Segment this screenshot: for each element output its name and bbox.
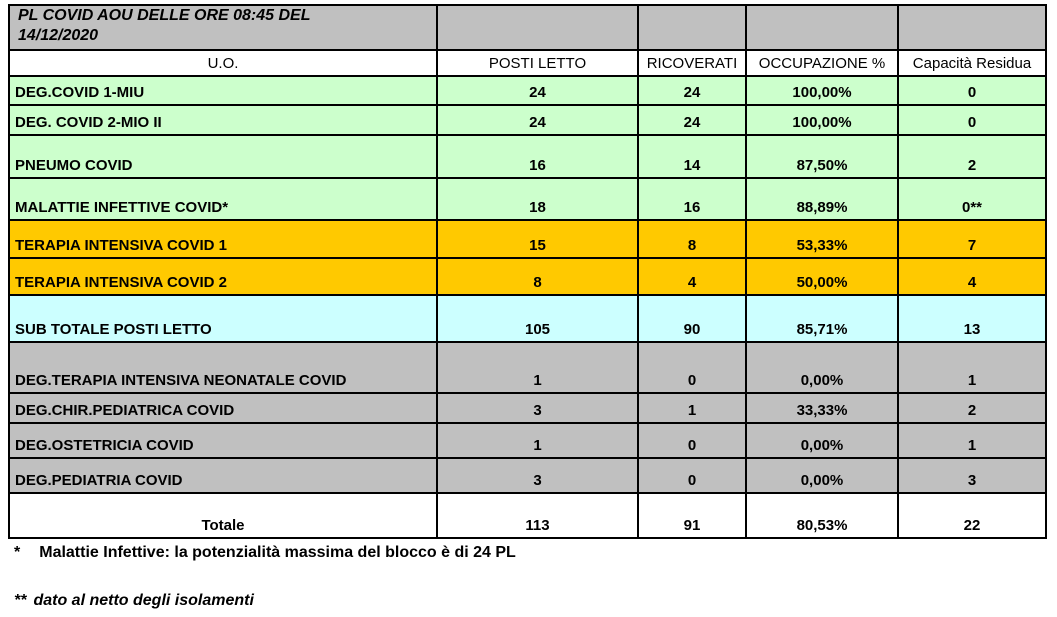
table-row: PNEUMO COVID 16 14 87,50% 2 (8, 134, 1047, 179)
cell-capacita-residua: 0 (897, 75, 1047, 106)
cell-occupazione: 50,00% (745, 257, 899, 296)
table-row: TERAPIA INTENSIVA COVID 2 8 4 50,00% 4 (8, 257, 1047, 296)
cell-ricoverati: 0 (637, 341, 747, 394)
cell-posti-letto: 24 (436, 75, 639, 106)
cell-posti-letto: 1 (436, 341, 639, 394)
cell-occupazione: 33,33% (745, 392, 899, 424)
column-header-uo: U.O. (8, 49, 438, 77)
cell-posti-letto: 18 (436, 177, 639, 221)
column-header-posti-letto: POSTI LETTO (436, 49, 639, 77)
cell-capacita-residua: 2 (897, 134, 1047, 179)
cell-capacita-residua: 3 (897, 457, 1047, 494)
cell-ricoverati: 24 (637, 104, 747, 136)
cell-ricoverati: 8 (637, 219, 747, 259)
cell-occupazione: 87,50% (745, 134, 899, 179)
row-label: DEG.OSTETRICIA COVID (8, 422, 438, 459)
row-label: Totale (8, 492, 438, 539)
cell-posti-letto: 1 (436, 422, 639, 459)
footnote-text: Malattie Infettive: la potenzialità mass… (39, 544, 516, 561)
cell-capacita-residua: 0 (897, 104, 1047, 136)
table-row: DEG.OSTETRICIA COVID 1 0 0,00% 1 (8, 422, 1047, 459)
subtotal-row: SUB TOTALE POSTI LETTO 105 90 85,71% 13 (8, 294, 1047, 343)
row-label: TERAPIA INTENSIVA COVID 1 (8, 219, 438, 259)
title-row-empty-cell (897, 4, 1047, 51)
table-row: DEG.CHIR.PEDIATRICA COVID 3 1 33,33% 2 (8, 392, 1047, 424)
row-label: DEG.PEDIATRIA COVID (8, 457, 438, 494)
cell-posti-letto: 105 (436, 294, 639, 343)
cell-posti-letto: 8 (436, 257, 639, 296)
table-title-line2: 14/12/2020 (18, 27, 99, 44)
row-label: MALATTIE INFETTIVE COVID* (8, 177, 438, 221)
row-label: DEG.COVID 1-MIU (8, 75, 438, 106)
total-row: Totale 113 91 80,53% 22 (8, 492, 1047, 539)
cell-occupazione: 80,53% (745, 492, 899, 539)
footnote-isolamenti: ** dato al netto degli isolamenti (14, 592, 254, 610)
cell-ricoverati: 0 (637, 457, 747, 494)
cell-posti-letto: 24 (436, 104, 639, 136)
cell-capacita-residua: 13 (897, 294, 1047, 343)
cell-capacita-residua: 0** (897, 177, 1047, 221)
cell-capacita-residua: 22 (897, 492, 1047, 539)
cell-ricoverati: 24 (637, 75, 747, 106)
cell-capacita-residua: 1 (897, 341, 1047, 394)
cell-posti-letto: 15 (436, 219, 639, 259)
table-row: DEG. COVID 2-MIO II 24 24 100,00% 0 (8, 104, 1047, 136)
footnote-text: dato al netto degli isolamenti (33, 592, 254, 609)
cell-ricoverati: 91 (637, 492, 747, 539)
title-row-empty-cell (436, 4, 639, 51)
cell-posti-letto: 3 (436, 457, 639, 494)
cell-ricoverati: 1 (637, 392, 747, 424)
cell-ricoverati: 0 (637, 422, 747, 459)
title-row-empty-cell (637, 4, 747, 51)
table-row: TERAPIA INTENSIVA COVID 1 15 8 53,33% 7 (8, 219, 1047, 259)
table-title: PL COVID AOU DELLE ORE 08:45 DEL 14/12/2… (8, 4, 438, 51)
title-row: PL COVID AOU DELLE ORE 08:45 DEL 14/12/2… (8, 4, 1047, 51)
row-label: DEG.TERAPIA INTENSIVA NEONATALE COVID (8, 341, 438, 394)
cell-occupazione: 88,89% (745, 177, 899, 221)
table-row: DEG.TERAPIA INTENSIVA NEONATALE COVID 1 … (8, 341, 1047, 394)
cell-occupazione: 0,00% (745, 457, 899, 494)
cell-capacita-residua: 2 (897, 392, 1047, 424)
title-row-empty-cell (745, 4, 899, 51)
row-label: DEG. COVID 2-MIO II (8, 104, 438, 136)
cell-ricoverati: 14 (637, 134, 747, 179)
covid-bed-occupancy-table: PL COVID AOU DELLE ORE 08:45 DEL 14/12/2… (8, 4, 1047, 539)
cell-occupazione: 100,00% (745, 75, 899, 106)
cell-posti-letto: 113 (436, 492, 639, 539)
footnote-asterisk-marker: * (14, 544, 21, 561)
footnote-double-asterisk-marker: ** (14, 592, 27, 609)
cell-occupazione: 0,00% (745, 341, 899, 394)
cell-ricoverati: 16 (637, 177, 747, 221)
column-header-occupazione: OCCUPAZIONE % (745, 49, 899, 77)
column-header-ricoverati: RICOVERATI (637, 49, 747, 77)
cell-occupazione: 53,33% (745, 219, 899, 259)
cell-posti-letto: 16 (436, 134, 639, 179)
footnote-malattie-infettive: * Malattie Infettive: la potenzialità mas… (14, 544, 516, 562)
column-header-row: U.O. POSTI LETTO RICOVERATI OCCUPAZIONE … (8, 49, 1047, 77)
row-label: TERAPIA INTENSIVA COVID 2 (8, 257, 438, 296)
cell-capacita-residua: 1 (897, 422, 1047, 459)
cell-occupazione: 100,00% (745, 104, 899, 136)
cell-ricoverati: 4 (637, 257, 747, 296)
row-label: SUB TOTALE POSTI LETTO (8, 294, 438, 343)
row-label: DEG.CHIR.PEDIATRICA COVID (8, 392, 438, 424)
cell-posti-letto: 3 (436, 392, 639, 424)
cell-capacita-residua: 7 (897, 219, 1047, 259)
cell-occupazione: 0,00% (745, 422, 899, 459)
row-label: PNEUMO COVID (8, 134, 438, 179)
table-title-line1: PL COVID AOU DELLE ORE 08:45 DEL (18, 7, 311, 24)
table-row: DEG.COVID 1-MIU 24 24 100,00% 0 (8, 75, 1047, 106)
column-header-capacita-residua: Capacità Residua (897, 49, 1047, 77)
cell-occupazione: 85,71% (745, 294, 899, 343)
cell-ricoverati: 90 (637, 294, 747, 343)
table-row: DEG.PEDIATRIA COVID 3 0 0,00% 3 (8, 457, 1047, 494)
cell-capacita-residua: 4 (897, 257, 1047, 296)
table-row: MALATTIE INFETTIVE COVID* 18 16 88,89% 0… (8, 177, 1047, 221)
